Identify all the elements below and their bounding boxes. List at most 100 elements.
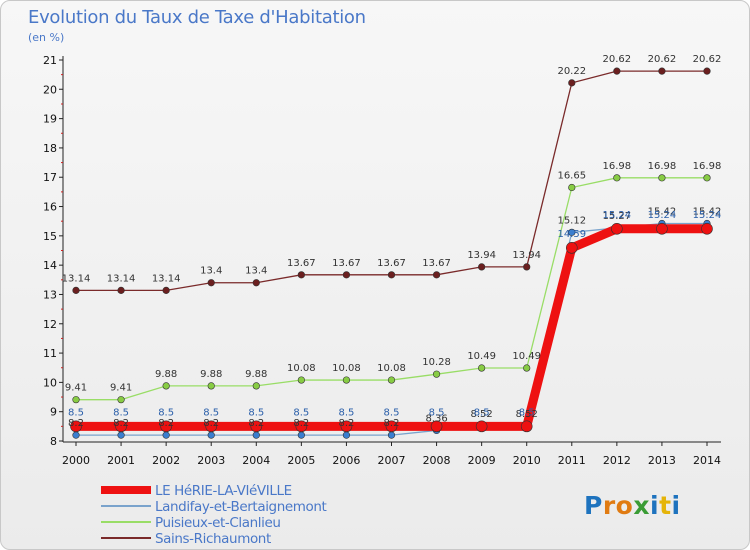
series-1-data-label: 8.36 (425, 413, 447, 424)
series-1-data-label: 8.2 (293, 418, 309, 429)
series-0-point (115, 420, 127, 433)
logo-letter: P (584, 491, 603, 520)
legend-label: Landifay-et-Bertaignemont (155, 499, 327, 515)
series-0-data-label: 8.5 (113, 407, 129, 418)
x-tick-label: 2009 (468, 454, 496, 467)
series-0-data-label: 8.5 (429, 407, 445, 418)
series-3-data-label: 13.94 (467, 250, 496, 261)
series-1-point (252, 431, 260, 439)
series-3-point (658, 67, 666, 75)
legend-label: Puisieux-et-Clanlieu (155, 515, 281, 531)
series-3-point (342, 271, 351, 279)
legend-swatch (101, 537, 151, 539)
x-tick-label: 2005 (287, 454, 315, 467)
series-0-point (205, 420, 218, 433)
data-label-layer: 13.14 13.14 13.14 13.4 13.4 13.67 13.67 13.67 13… (62, 54, 722, 429)
series-3-point (478, 263, 486, 271)
x-tick-label: 2013 (648, 454, 676, 467)
series-0-data-label: 8.5 (338, 407, 354, 418)
series-2-data-label: 16.65 (557, 170, 586, 181)
series-3-group (72, 67, 711, 294)
y-tick-label: 18 (43, 142, 57, 155)
series-0-point (701, 223, 713, 235)
series-1-group (72, 219, 711, 439)
series-1-point (207, 431, 215, 439)
logo-letter: i (650, 491, 660, 520)
series-2-point (342, 376, 351, 384)
chart-subtitle: (en %) (28, 31, 65, 44)
series-1-data-label: 8.52 (471, 409, 493, 420)
series-1-data-label: 15.27 (603, 211, 632, 222)
series-0-data-label: 8.5 (474, 407, 490, 418)
series-2-group (72, 174, 711, 404)
series-3-data-label: 13.14 (107, 273, 136, 284)
x-tick-label: 2006 (332, 454, 360, 467)
series-0-point (70, 420, 82, 433)
series-2-data-label: 10.49 (467, 351, 496, 362)
series-0-point (475, 420, 488, 433)
logo-letter: o (615, 491, 634, 520)
series-0-data-label: 8.5 (158, 407, 174, 418)
series-2-point (252, 382, 260, 390)
series-3-data-label: 13.14 (152, 273, 181, 284)
series-2-data-label: 10.08 (377, 363, 406, 374)
series-1-data-label: 8.2 (203, 418, 219, 429)
series-3-data-label: 13.67 (287, 258, 316, 269)
series-0-data-label: 8.5 (248, 407, 264, 418)
series-3-data-label: 20.62 (603, 54, 632, 65)
series-2-data-label: 10.08 (332, 363, 361, 374)
series-2-data-label: 9.41 (110, 383, 132, 394)
series-1-data-label: 8.2 (113, 418, 129, 429)
chart-title: Evolution du Taux de Taxe d'Habitation (28, 7, 366, 28)
x-tick-label: 2008 (423, 454, 451, 467)
series-0-point (295, 420, 308, 433)
series-0-data-label: 15.24 (648, 210, 677, 221)
legend-swatch (101, 486, 151, 494)
series-0-point (340, 420, 353, 433)
series-2-point (478, 364, 486, 372)
y-tick-label: 15 (43, 230, 57, 243)
series-2-point (703, 174, 711, 182)
x-tick-label: 2000 (62, 454, 90, 467)
series-3-data-label: 13.67 (332, 258, 361, 269)
series-2-data-label: 16.98 (693, 161, 722, 172)
series-2-data-label: 9.88 (155, 369, 177, 380)
series-3-data-label: 13.4 (245, 266, 267, 277)
series-3-data-label: 13.94 (512, 250, 541, 261)
series-2-point (658, 174, 666, 182)
legend-swatch (101, 521, 151, 523)
series-3-point (703, 67, 711, 75)
y-tick-label: 8 (50, 435, 57, 448)
y-tick-label: 17 (43, 171, 57, 184)
y-tick-label: 11 (43, 347, 57, 360)
y-tick-label: 19 (43, 113, 57, 126)
series-0-point (385, 420, 398, 433)
series-2-data-label: 16.98 (603, 161, 632, 172)
x-tick-label: 2014 (693, 454, 721, 467)
x-tick-label: 2002 (152, 454, 180, 467)
x-tick-label: 2003 (197, 454, 225, 467)
series-1-data-label: 8.2 (384, 418, 400, 429)
series-2-data-label: 9.41 (65, 383, 87, 394)
series-3-data-label: 20.62 (693, 54, 722, 65)
series-0-data-label: 8.5 (203, 407, 219, 418)
series-1-data-label: 15.42 (693, 207, 722, 218)
series-2-data-label: 10.49 (512, 351, 541, 362)
series-3-point (568, 79, 576, 87)
series-3-point (523, 263, 531, 271)
series-0-data-label: 8.5 (68, 407, 84, 418)
logo-letter: i (671, 491, 681, 520)
y-tick-label: 13 (43, 288, 57, 301)
series-1-point (72, 431, 80, 439)
series-3-point (432, 271, 441, 279)
series-1-data-label: 8.2 (248, 418, 264, 429)
series-2-point (387, 376, 396, 384)
series-0-data-label: 8.5 (293, 407, 309, 418)
legend-swatch (101, 505, 151, 507)
series-2-point (432, 370, 441, 378)
series-2-data-label: 10.08 (287, 363, 316, 374)
series-0-group (70, 223, 713, 433)
x-tick-label: 2004 (242, 454, 270, 467)
